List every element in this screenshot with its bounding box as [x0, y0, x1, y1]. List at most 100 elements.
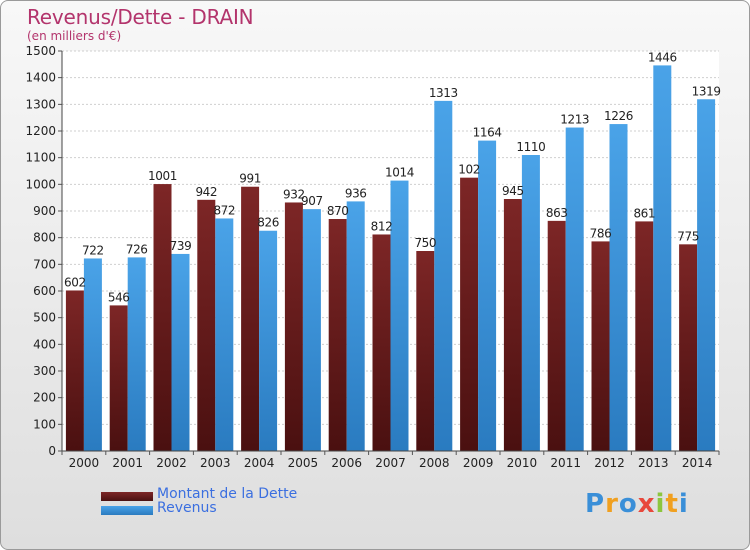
- bar-revenue-2005: [302, 209, 321, 451]
- bar-debt-2013: [635, 221, 654, 451]
- data-label-debt-2013: 861: [633, 206, 655, 220]
- logo-letter: i: [678, 489, 689, 519]
- legend-swatch-debt: [101, 492, 153, 501]
- data-label-revenue-2002: 739: [170, 239, 192, 253]
- data-label-revenue-2005: 907: [301, 194, 323, 208]
- data-label-debt-2002: 1001: [148, 169, 177, 183]
- x-tick-label: 2014: [682, 456, 713, 470]
- bar-revenue-2014: [697, 99, 716, 452]
- y-tick-label: 500: [33, 311, 56, 325]
- bar-revenue-2007: [390, 180, 409, 451]
- data-label-revenue-2004: 826: [257, 216, 279, 230]
- bar-revenue-2010: [521, 155, 540, 451]
- bar-revenue-2002: [171, 253, 190, 451]
- bar-revenue-2011: [565, 127, 584, 452]
- bar-layer: [65, 65, 716, 452]
- y-tick-label: 0: [48, 444, 56, 458]
- logo-letter: i: [655, 489, 666, 519]
- y-tick-label: 1200: [25, 124, 56, 138]
- x-tick-label: 2012: [594, 456, 625, 470]
- x-tick-label: 2007: [375, 456, 406, 470]
- x-tick-label: 2001: [112, 456, 143, 470]
- logo-letter: P: [585, 489, 606, 519]
- bar-debt-2014: [679, 244, 698, 451]
- x-tick-label: 2008: [419, 456, 450, 470]
- x-tick-label: 2002: [156, 456, 187, 470]
- x-tick-label: 2003: [200, 456, 231, 470]
- y-tick-label: 1400: [25, 71, 56, 85]
- data-label-revenue-2007: 1014: [385, 166, 414, 180]
- x-tick-label: 2000: [69, 456, 100, 470]
- data-label-debt-2001: 546: [108, 290, 130, 304]
- logo-letter: x: [637, 489, 656, 519]
- data-label-debt-2009: 102: [458, 163, 480, 177]
- y-tick-label: 1500: [25, 44, 56, 58]
- bar-debt-2004: [241, 186, 260, 451]
- y-tick-label: 400: [33, 337, 56, 351]
- data-label-debt-2005: 932: [283, 187, 305, 201]
- data-label-debt-2007: 812: [371, 219, 393, 233]
- bar-debt-2011: [547, 220, 566, 451]
- data-label-debt-2012: 786: [590, 226, 612, 240]
- bar-debt-2012: [591, 241, 610, 451]
- x-tick-label: 2004: [244, 456, 275, 470]
- bar-debt-2009: [460, 177, 479, 451]
- bar-revenue-2013: [653, 65, 672, 452]
- data-label-revenue-2014: 1319: [692, 84, 721, 98]
- data-label-revenue-2003: 872: [213, 203, 235, 217]
- bar-debt-2008: [416, 251, 435, 451]
- chart-subtitle: (en milliers d'€): [27, 29, 122, 43]
- data-label-debt-2000: 602: [64, 275, 86, 289]
- bar-revenue-2008: [434, 100, 453, 451]
- x-tick-label: 2011: [550, 456, 581, 470]
- x-tick-label: 2013: [638, 456, 669, 470]
- bar-debt-2006: [328, 219, 347, 451]
- data-label-revenue-2010: 1110: [516, 140, 545, 154]
- logo-letter: t: [665, 489, 679, 519]
- data-label-revenue-2012: 1226: [604, 109, 633, 123]
- bar-debt-2001: [109, 305, 128, 451]
- data-label-revenue-2009: 1164: [473, 126, 502, 140]
- chart-title: Revenus/Dette - DRAIN: [27, 5, 254, 29]
- bar-debt-2002: [153, 184, 172, 452]
- data-label-debt-2008: 750: [414, 236, 436, 250]
- data-label-debt-2014: 775: [677, 229, 699, 243]
- data-label-debt-2004: 991: [239, 172, 261, 186]
- x-tick-label: 2009: [463, 456, 494, 470]
- logo-letter: r: [605, 489, 619, 519]
- data-label-debt-2011: 863: [546, 206, 568, 220]
- x-tick-label: 2005: [288, 456, 319, 470]
- y-tick-label: 200: [33, 391, 56, 405]
- x-tick-label: 2010: [507, 456, 538, 470]
- logo-letter: o: [618, 489, 638, 519]
- axis-layer: 0 100 200 300 400 500 600 700 800 900 1000 1100 1200…: [25, 44, 720, 470]
- legend-swatch-revenue: [101, 506, 153, 515]
- y-tick-label: 1300: [25, 97, 56, 111]
- bar-debt-2003: [197, 199, 216, 451]
- bar-revenue-2001: [127, 257, 146, 451]
- y-tick-label: 1100: [25, 151, 56, 165]
- y-tick-label: 1000: [25, 177, 56, 191]
- data-label-debt-2003: 942: [195, 185, 217, 199]
- data-label-revenue-2006: 936: [345, 186, 367, 200]
- legend-label-debt: Montant de la Dette: [157, 486, 298, 502]
- bar-debt-2005: [284, 202, 303, 451]
- bar-revenue-2000: [83, 258, 102, 451]
- bar-revenue-2009: [478, 140, 497, 451]
- data-label-revenue-2008: 1313: [429, 86, 458, 100]
- bar-revenue-2006: [346, 201, 365, 451]
- y-tick-label: 100: [33, 417, 56, 431]
- y-tick-label: 300: [33, 364, 56, 378]
- data-label-revenue-2011: 1213: [560, 113, 589, 127]
- data-label-revenue-2013: 1446: [648, 50, 677, 64]
- data-label-revenue-2001: 726: [126, 242, 148, 256]
- legend-label-revenue: Revenus: [157, 500, 217, 516]
- y-tick-label: 800: [33, 231, 56, 245]
- y-tick-label: 900: [33, 204, 56, 218]
- bar-revenue-2004: [259, 230, 278, 451]
- data-label-debt-2010: 945: [502, 184, 524, 198]
- bar-revenue-2003: [215, 218, 234, 451]
- bar-debt-2010: [503, 199, 522, 451]
